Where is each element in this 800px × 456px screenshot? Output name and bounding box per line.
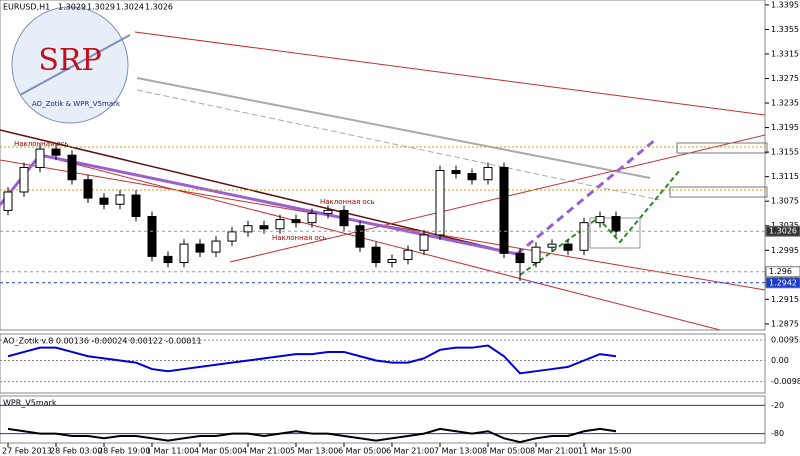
candle-body	[291, 219, 301, 224]
x-tick-label: 8 Mar 21:00	[530, 447, 578, 456]
symbol: EURUSD,H1	[3, 3, 50, 12]
candle-body	[499, 166, 509, 254]
candle-body	[19, 166, 29, 193]
price-label: 1.296	[769, 267, 792, 276]
candle-body	[451, 170, 461, 175]
candle-body	[611, 216, 621, 232]
logo-title: SRP	[38, 43, 101, 78]
quote: 1.3026	[145, 3, 173, 12]
price-label-box	[765, 277, 800, 289]
candle-body	[419, 234, 429, 251]
quote: 1.3029	[58, 3, 86, 12]
x-tick-label: 4 Mar 05:00	[194, 447, 242, 456]
y-tick-label: 1.2995	[771, 246, 799, 255]
x-tick-label: 7 Mar 13:00	[434, 447, 482, 456]
y-tick-label: 1.3275	[771, 74, 799, 83]
y-tick-label: 1.2875	[771, 319, 799, 328]
price-label: 1.3026	[769, 227, 797, 236]
y-tick-label: 0.00	[771, 356, 789, 365]
x-tick-label: 27 Feb 2013	[2, 447, 52, 456]
candle-body	[595, 216, 605, 224]
candle-body	[483, 166, 493, 181]
candle-body	[515, 252, 525, 264]
candle-body	[275, 219, 285, 230]
x-tick-label: 5 Mar 13:00	[290, 447, 338, 456]
candle-body	[147, 216, 157, 257]
x-tick-label: 28 Feb 19:00	[98, 447, 150, 456]
y-tick-label: 1.3075	[771, 197, 799, 206]
x-tick-label: 4 Mar 21:00	[242, 447, 290, 456]
x-tick-label: 11 Mar 15:00	[578, 447, 631, 456]
candle-body	[67, 154, 77, 181]
panel-title: AO_Zotik v.8 0.00136 -0.00024 0.00122 -0…	[3, 337, 202, 346]
candle-body	[387, 258, 397, 264]
annotation: Наклонная ось	[14, 140, 69, 148]
price-label-box	[765, 225, 800, 237]
x-tick-label: 6 Mar 05:00	[338, 447, 386, 456]
candle-body	[83, 179, 93, 199]
y-tick-label: 1.3035	[771, 221, 799, 230]
candle-body	[35, 148, 45, 168]
annotation: Наклонная ось	[320, 198, 375, 206]
indicator-line	[7, 344, 617, 375]
candle-body	[243, 225, 253, 233]
candle-body	[3, 191, 13, 211]
quote: 1.3024	[116, 3, 144, 12]
price-label-box	[765, 266, 800, 278]
candle-body	[131, 194, 141, 218]
candle-body	[163, 255, 173, 264]
y-tick-label: 1.2915	[771, 295, 799, 304]
y-tick-label: -20	[771, 401, 784, 410]
y-tick-label: -0.00986	[771, 377, 800, 386]
candle-body	[435, 170, 445, 236]
candle-body	[579, 222, 589, 251]
x-tick-label: 1 Mar 11:00	[146, 447, 194, 456]
y-tick-label: 0.00953	[771, 336, 800, 345]
candle-body	[307, 212, 317, 224]
y-tick-label: 1.3395	[771, 0, 799, 9]
candle-body	[227, 231, 237, 242]
candle-body	[371, 246, 381, 264]
candle-body	[115, 194, 125, 205]
logo-caption: AO_Zotik & WPR_V5mark	[32, 100, 121, 108]
candle-body	[531, 246, 541, 264]
trend-lines	[0, 31, 768, 331]
candle-body	[259, 225, 269, 230]
candle-body	[211, 240, 221, 253]
y-tick-label: 1.3115	[771, 172, 799, 181]
y-tick-label: -80	[771, 429, 784, 438]
candle-body	[467, 173, 477, 181]
x-tick-label: 8 Mar 05:00	[482, 447, 530, 456]
quote: 1.3029	[87, 3, 115, 12]
y-tick-label: 1.3235	[771, 99, 799, 108]
price-label: 1.2942	[769, 278, 797, 287]
candle-body	[195, 243, 205, 253]
candle-body	[563, 243, 573, 251]
y-tick-label: 1.3355	[771, 25, 799, 34]
y-tick-label: 1.3195	[771, 123, 799, 132]
annotation: Наклонная ось	[272, 234, 327, 242]
candle-body	[323, 209, 333, 214]
logo: SRP AO_Zotik & WPR_V5mark	[11, 6, 131, 124]
candle-body	[179, 243, 189, 264]
panel-title: WPR_V5mark	[3, 399, 57, 408]
candle-body	[51, 148, 61, 156]
ao-panel	[0, 333, 766, 394]
candle-body	[339, 209, 349, 227]
y-tick-label: 1.3155	[771, 148, 799, 157]
candle-body	[403, 249, 413, 260]
y-tick-label: 1.3315	[771, 49, 799, 58]
candle-body	[547, 243, 557, 248]
x-tick-label: 28 Feb 03:00	[50, 447, 102, 456]
candle-body	[99, 197, 109, 205]
candle-body	[355, 225, 365, 248]
x-tick-label: 6 Mar 21:00	[386, 447, 434, 456]
indicator-line	[7, 427, 617, 444]
